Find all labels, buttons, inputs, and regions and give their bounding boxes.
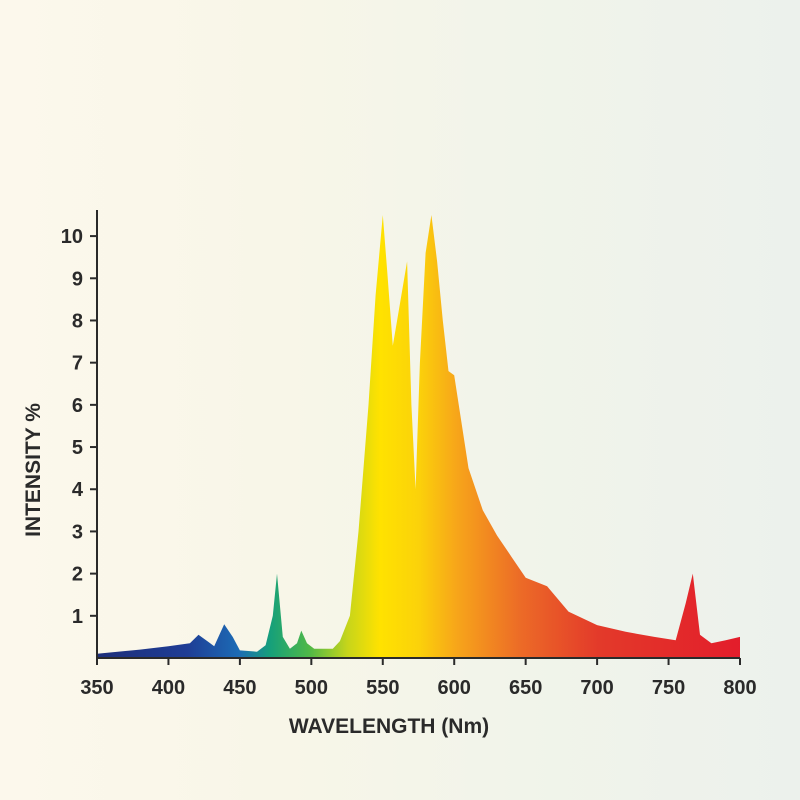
x-tick-label: 450 <box>223 677 256 699</box>
x-tick-label: 800 <box>723 677 756 699</box>
y-tick-label: 9 <box>72 268 83 290</box>
y-tick-label: 1 <box>72 606 83 628</box>
x-tick-label: 500 <box>295 677 328 699</box>
y-tick-label: 10 <box>61 226 83 248</box>
x-tick-label: 550 <box>366 677 399 699</box>
y-tick-label: 2 <box>72 564 83 586</box>
y-tick-label: 6 <box>72 395 83 417</box>
y-tick-label: 8 <box>72 310 83 332</box>
x-ticks: 350 400 450 500 550 600 650 700 750 800 <box>80 658 757 699</box>
spectrum-area <box>97 215 740 658</box>
y-tick-label: 5 <box>72 437 83 459</box>
y-axis-title: INTENSITY % <box>22 403 45 537</box>
x-axis-title: WAVELENGTH (Nm) <box>289 715 489 738</box>
y-tick-label: 3 <box>72 521 83 543</box>
x-tick-label: 400 <box>152 677 185 699</box>
y-tick-label: 4 <box>72 479 84 501</box>
x-tick-label: 600 <box>438 677 471 699</box>
y-ticks: 1 2 3 4 5 6 7 8 9 10 <box>61 226 97 628</box>
plot-area <box>97 215 740 658</box>
x-tick-label: 350 <box>80 677 113 699</box>
x-tick-label: 650 <box>509 677 542 699</box>
x-tick-label: 700 <box>580 677 613 699</box>
x-tick-label: 750 <box>652 677 685 699</box>
y-tick-label: 7 <box>72 353 83 375</box>
